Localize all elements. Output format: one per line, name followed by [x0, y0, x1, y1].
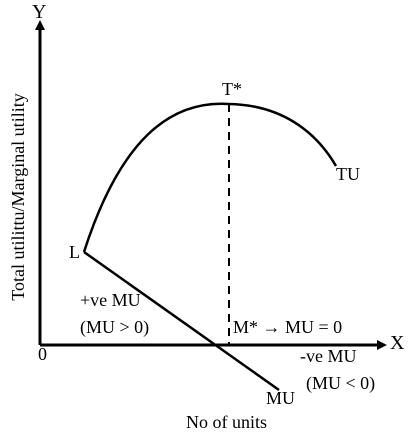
y-axis-letter: Y	[32, 1, 46, 23]
zero-mu-point-label: M* → MU = 0	[233, 317, 342, 337]
positive-mu-label: +ve MU	[80, 290, 141, 310]
y-axis-title: Total utilittu/Marginal utility	[8, 93, 28, 300]
x-axis-title: No of units	[186, 412, 267, 432]
marginal-utility-line	[83, 250, 280, 392]
tu-peak-label: T*	[222, 79, 242, 99]
tu-curve-label: TU	[336, 164, 360, 184]
origin-label: 0	[38, 344, 47, 364]
x-axis-letter: X	[390, 332, 405, 354]
total-utility-curve	[82, 102, 338, 253]
negative-mu-condition: (MU < 0)	[306, 373, 375, 394]
start-point-label: L	[69, 242, 80, 262]
positive-mu-condition: (MU > 0)	[80, 317, 149, 338]
mu-curve-label: MU	[266, 388, 295, 408]
negative-mu-label: -ve MU	[300, 346, 357, 366]
